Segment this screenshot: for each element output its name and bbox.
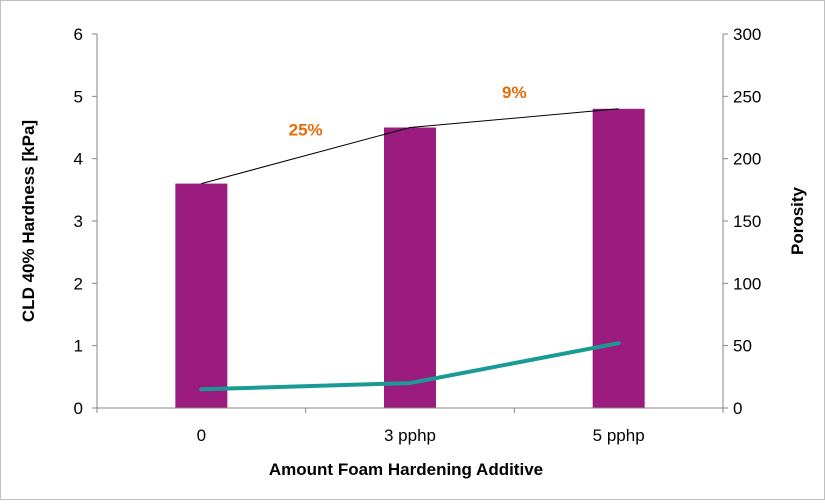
- y2-tick-label-4: 200: [733, 150, 761, 169]
- bars-layer: [175, 108, 645, 409]
- labels-layer: 25% 9%: [289, 83, 527, 139]
- increase-label-1: 9%: [502, 83, 527, 102]
- x-tick-label-1: 3 pphp: [384, 426, 436, 445]
- x-tick-label-0: 0: [197, 426, 206, 445]
- x-axis-title: Amount Foam Hardening Additive: [269, 460, 543, 479]
- y2-axis-title: Porosity: [788, 186, 807, 255]
- lines-layer: [199, 108, 621, 392]
- y2-tick-label-2: 100: [733, 274, 761, 293]
- y-tick-label-0: 0: [74, 399, 83, 418]
- y2-tick-label-0: 0: [733, 399, 742, 418]
- porosity-line: [199, 341, 621, 392]
- y-tick-label-6: 6: [74, 25, 83, 44]
- bar-2: [592, 108, 645, 409]
- axes-layer: 0 1 2 3 4 5 6 0 50 100 150 200 250 300 0 3 pphp 5 pphp: [74, 25, 762, 445]
- y-tick-label-3: 3: [74, 212, 83, 231]
- bar-0: [175, 183, 228, 408]
- y-axis-title: CLD 40% Hardness [kPa]: [19, 120, 38, 322]
- y2-tick-label-1: 50: [733, 337, 752, 356]
- y-tick-label-1: 1: [74, 337, 83, 356]
- y-tick-label-4: 4: [74, 150, 83, 169]
- x-tick-label-2: 5 pphp: [593, 426, 645, 445]
- y2-tick-label-3: 150: [733, 212, 761, 231]
- y-tick-label-5: 5: [74, 87, 83, 106]
- y2-tick-label-5: 250: [733, 87, 761, 106]
- y2-tick-label-6: 300: [733, 25, 761, 44]
- y-tick-label-2: 2: [74, 274, 83, 293]
- hardness-trend-line: [201, 108, 619, 185]
- bar-1: [384, 127, 436, 408]
- increase-label-0: 25%: [289, 121, 323, 140]
